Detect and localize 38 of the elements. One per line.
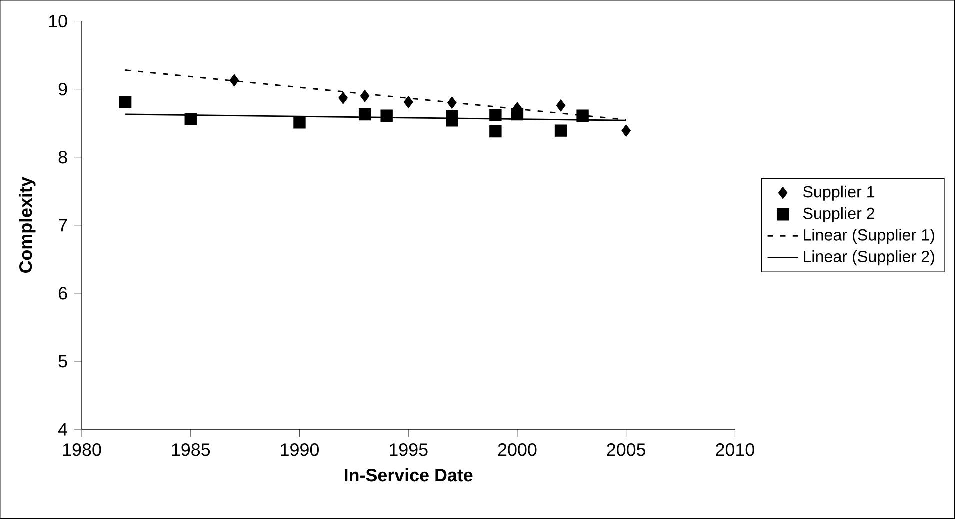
point [447,96,457,109]
x-tick-label: 1990 [281,443,319,456]
point [576,110,589,122]
point [554,124,568,137]
x-tick-label: 1980 [63,443,102,456]
point [294,116,306,129]
y-axis-title: Complexity [19,177,36,273]
point [404,96,414,108]
point [446,114,458,127]
x-tick-label: 1995 [390,443,428,456]
y-tick-label: 4 [58,423,68,436]
point [511,108,524,121]
y-tick-label: 10 [49,14,68,28]
y-tick-label: 5 [58,355,68,368]
point [358,108,372,121]
point [360,90,370,102]
x-axis-title: In-Service Date [345,468,473,482]
x-tick-label: 2005 [607,443,646,456]
y-tick-label: 9 [58,82,68,96]
point [490,125,502,138]
point [184,113,197,126]
x-tick-label: 2010 [716,443,754,456]
legend-label: Supplier 1 [803,186,875,201]
y-tick-label: 8 [58,150,68,164]
point [119,96,132,108]
y-tick-label: 7 [58,219,68,232]
point [230,74,240,86]
point [556,99,566,112]
x-tick-label: 2000 [498,443,537,456]
legend-label: Linear (Supplier 2) [804,250,934,266]
x-tick-label: 1985 [172,443,210,456]
legend-label: Supplier 2 [803,207,875,222]
point [380,110,393,122]
point [622,124,631,137]
legend-label: Linear (Supplier 1) [804,228,934,244]
y-tick-label: 6 [58,287,68,300]
point [490,108,502,122]
point [338,92,348,104]
